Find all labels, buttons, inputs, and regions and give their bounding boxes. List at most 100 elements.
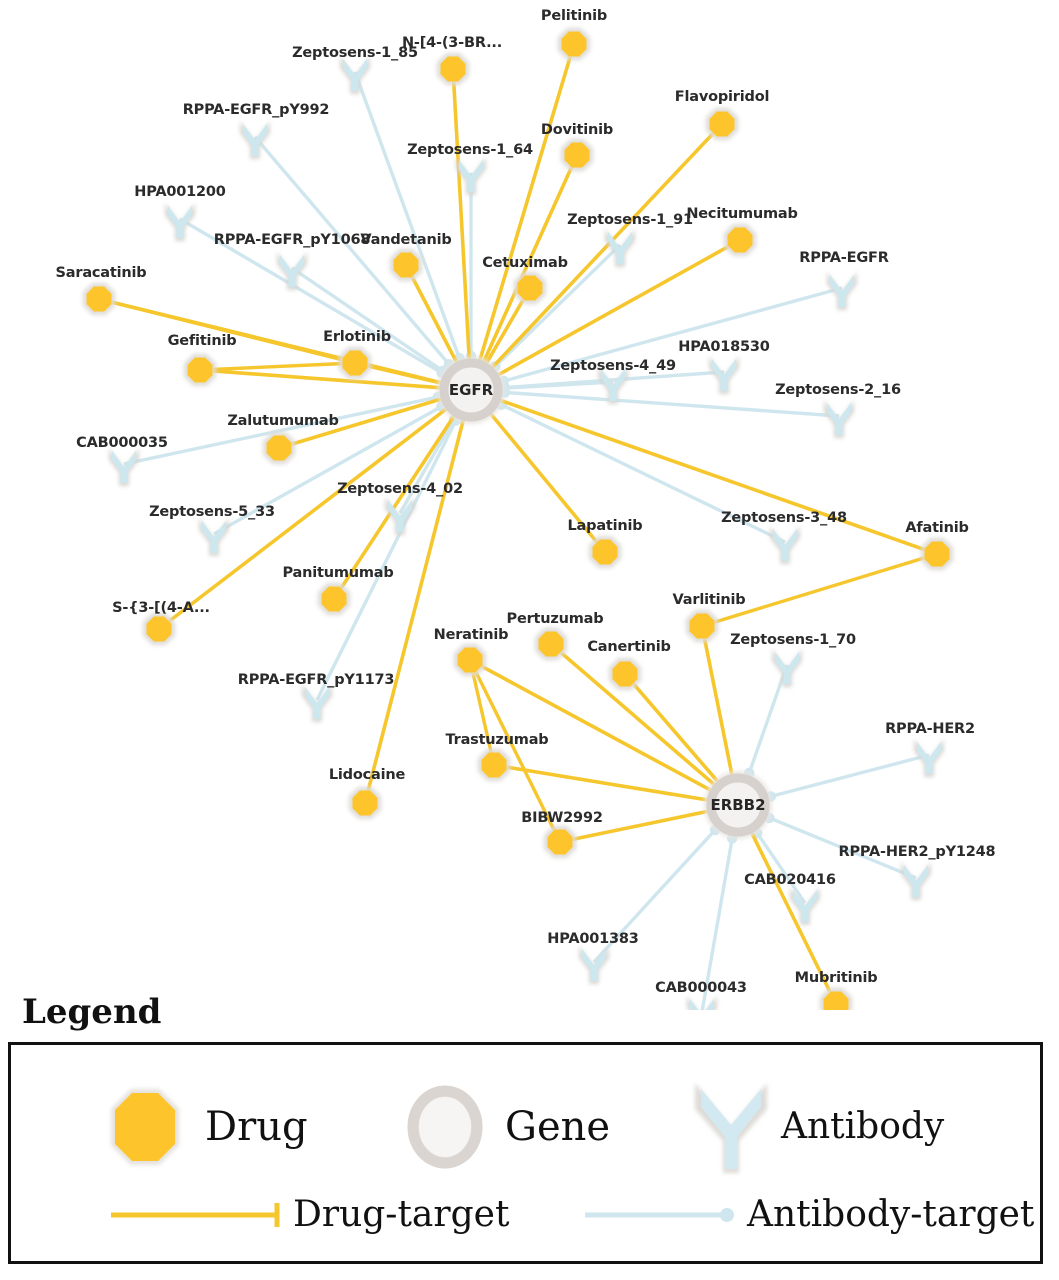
drug-node[interactable] bbox=[723, 223, 757, 257]
drug-node[interactable] bbox=[920, 537, 954, 571]
gene-node[interactable] bbox=[437, 356, 505, 424]
antibody-chevron-icon bbox=[388, 500, 412, 532]
antibody-node[interactable] bbox=[385, 497, 415, 535]
drug-node[interactable] bbox=[477, 748, 511, 782]
drug-target-edge bbox=[468, 659, 562, 843]
drug-target-edge bbox=[469, 658, 713, 793]
antibody-node[interactable] bbox=[772, 649, 802, 687]
drug-node[interactable] bbox=[534, 627, 568, 661]
drug-octagon-icon bbox=[612, 661, 638, 687]
antibody-target-edge bbox=[353, 71, 461, 359]
antibody-chevron-icon bbox=[459, 160, 483, 192]
gene-ring-icon bbox=[706, 773, 770, 837]
drug-node[interactable] bbox=[348, 786, 382, 820]
antibody-node[interactable] bbox=[240, 121, 270, 159]
drug-octagon-icon bbox=[146, 616, 172, 642]
antibody-chevron-icon bbox=[608, 232, 632, 264]
antibody-node[interactable] bbox=[824, 400, 854, 438]
drug-octagon-icon bbox=[393, 252, 419, 278]
antibody-chevron-icon bbox=[830, 275, 854, 307]
legend-box: Drug Gene Antibody Drug-target bbox=[8, 1042, 1043, 1264]
antibody-target-edge bbox=[123, 395, 439, 466]
antibody-node[interactable] bbox=[340, 56, 370, 94]
drug-node[interactable] bbox=[513, 271, 547, 305]
antibody-node[interactable] bbox=[709, 356, 739, 394]
drug-target-edge bbox=[199, 361, 356, 372]
legend-item-drug-target: Drug-target bbox=[107, 1197, 509, 1233]
antibody-node[interactable] bbox=[109, 448, 139, 486]
antibody-target-edge bbox=[500, 403, 786, 544]
antibody-node[interactable] bbox=[827, 272, 857, 310]
antibody-target-edge bbox=[504, 370, 725, 390]
legend-label-antibody-target: Antibody-target bbox=[747, 1194, 1035, 1235]
antibody-chevron-icon bbox=[904, 865, 928, 897]
antibody-target-edge bbox=[592, 828, 717, 964]
antibody-chevron-icon bbox=[280, 255, 304, 287]
drug-octagon-icon bbox=[342, 350, 368, 376]
antibody-node[interactable] bbox=[598, 366, 628, 404]
drug-node[interactable] bbox=[389, 248, 423, 282]
antibody-chevron-icon bbox=[168, 206, 192, 238]
drug-target-edge bbox=[157, 406, 449, 631]
drug-octagon-icon bbox=[547, 829, 573, 855]
gene-node-label: ERBB2 bbox=[710, 796, 766, 814]
antibody-node[interactable] bbox=[687, 996, 717, 1010]
drug-target-edge bbox=[278, 396, 443, 450]
antibody-chevron-icon bbox=[243, 124, 267, 156]
drug-node[interactable] bbox=[819, 987, 853, 1010]
antibody-node[interactable] bbox=[790, 887, 820, 925]
antibody-node[interactable] bbox=[914, 739, 944, 777]
drug-node[interactable] bbox=[560, 138, 594, 172]
drug-node[interactable] bbox=[588, 535, 622, 569]
legend-label-antibody: Antibody bbox=[781, 1106, 945, 1147]
antibody-node[interactable] bbox=[277, 252, 307, 290]
drug-target-edge bbox=[477, 43, 576, 362]
antibody-node[interactable] bbox=[199, 518, 229, 556]
gene-node[interactable] bbox=[704, 771, 772, 839]
antibody-node[interactable] bbox=[165, 203, 195, 241]
antibody-target-edge bbox=[503, 286, 843, 383]
drug-octagon-icon bbox=[538, 631, 564, 657]
drug-node[interactable] bbox=[705, 107, 739, 141]
legend-item-gene: Gene bbox=[399, 1077, 610, 1177]
antibody-node[interactable] bbox=[770, 526, 800, 564]
drug-node[interactable] bbox=[543, 825, 577, 859]
drug-target-edge bbox=[549, 642, 717, 787]
legend-item-drug: Drug bbox=[99, 1077, 308, 1177]
antibody-chevron-icon bbox=[601, 369, 625, 401]
nodes-layer bbox=[82, 27, 954, 1010]
antibody-node[interactable] bbox=[579, 946, 609, 984]
antibody-chevron-icon bbox=[343, 59, 367, 91]
drug-octagon-icon bbox=[727, 227, 753, 253]
drug-node[interactable] bbox=[436, 52, 470, 86]
drug-octagon-icon bbox=[440, 56, 466, 82]
drug-node[interactable] bbox=[685, 609, 719, 643]
drug-target-edge bbox=[363, 418, 466, 804]
drug-octagon-icon bbox=[823, 991, 849, 1010]
network-svg bbox=[82, 27, 954, 1010]
antibody-target-edge bbox=[213, 405, 443, 536]
drug-node[interactable] bbox=[317, 582, 351, 616]
drug-node[interactable] bbox=[82, 282, 116, 316]
drug-target-edge bbox=[700, 625, 734, 776]
drug-node[interactable] bbox=[262, 431, 296, 465]
antibody-chevron-icon bbox=[202, 521, 226, 553]
antibody-node[interactable] bbox=[456, 157, 486, 195]
antibody-chevron-icon bbox=[775, 652, 799, 684]
antibody-node[interactable] bbox=[901, 862, 931, 900]
antibody-chevron-icon bbox=[773, 529, 797, 561]
antibody-chevron-icon bbox=[695, 1083, 767, 1173]
drug-node[interactable] bbox=[183, 353, 217, 387]
legend: Legend Drug Gene Antibody bbox=[0, 990, 1059, 1280]
drug-node[interactable] bbox=[338, 346, 372, 380]
drug-target-edge bbox=[749, 831, 838, 1005]
drug-node[interactable] bbox=[142, 612, 176, 646]
drug-target-edge bbox=[98, 297, 356, 365]
drug-node[interactable] bbox=[453, 643, 487, 677]
drug-node[interactable] bbox=[608, 657, 642, 691]
drug-node[interactable] bbox=[557, 27, 591, 61]
drug-octagon-icon bbox=[321, 586, 347, 612]
antibody-node[interactable] bbox=[605, 229, 635, 267]
antibody-node[interactable] bbox=[302, 684, 332, 722]
antibody-target-edge bbox=[315, 419, 458, 701]
